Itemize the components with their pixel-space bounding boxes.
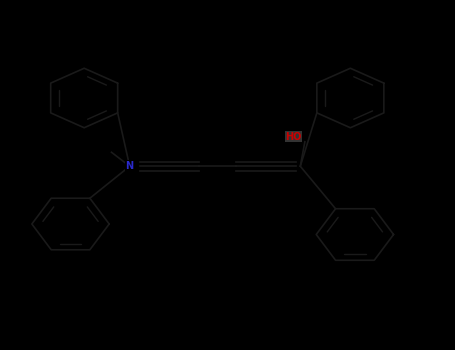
Text: HO: HO bbox=[285, 132, 302, 141]
Text: N: N bbox=[126, 161, 134, 171]
